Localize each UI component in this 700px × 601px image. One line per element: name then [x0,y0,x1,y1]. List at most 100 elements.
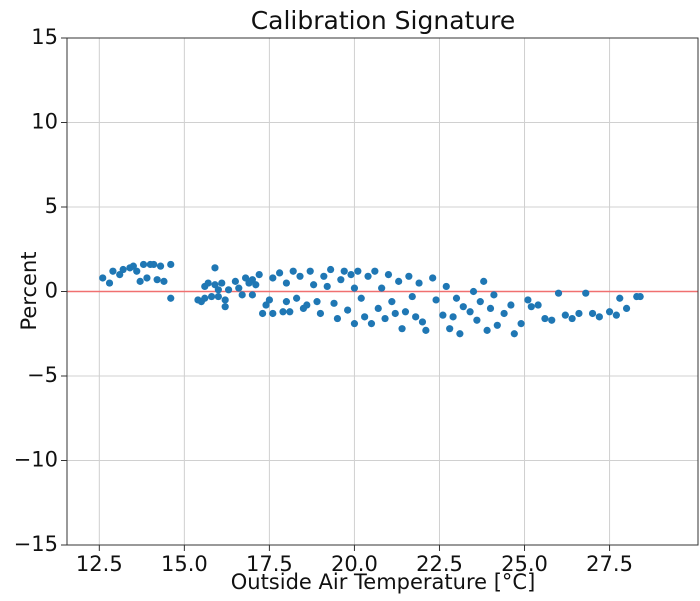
point [224,286,233,294]
point [269,309,277,318]
point [588,309,597,318]
point [500,309,508,318]
point [231,277,239,285]
point [320,272,328,280]
x-tick-label: 12.5 [76,552,123,576]
point [313,298,321,306]
point [429,274,437,282]
point [109,267,117,275]
point [133,267,141,275]
point [323,282,331,291]
y-tick-label: −15 [14,532,58,556]
point [418,318,427,326]
point [214,292,222,301]
point [415,279,423,287]
point [636,292,644,301]
point [395,277,403,285]
point [286,308,294,316]
point [354,267,362,275]
point [310,281,318,289]
point [306,267,314,275]
point [248,291,256,299]
point [150,260,158,269]
point [350,320,359,328]
point [218,279,226,287]
plot-frame [66,37,699,546]
point [466,308,474,316]
point [432,296,440,304]
point [476,298,484,306]
point [582,289,590,297]
point [507,301,515,309]
point [439,311,447,319]
point [401,308,410,316]
point [364,272,372,280]
point [548,316,556,324]
y-tick-label: 5 [45,194,58,218]
point [350,284,359,292]
point [486,304,495,312]
point [446,325,454,333]
point [167,260,175,269]
point [408,292,416,301]
point [575,309,583,318]
point [156,262,165,270]
point [105,279,114,287]
point [473,316,481,324]
point [167,294,175,302]
point [405,272,413,280]
point [269,274,277,282]
point [616,294,624,302]
point [248,276,256,284]
point [605,308,614,316]
x-tick-label: 27.5 [586,552,633,576]
chart-title: Calibration Signature [251,6,516,35]
point [214,286,222,294]
y-tick-label: 15 [31,25,58,49]
point [235,284,243,292]
point [459,303,467,311]
y-tick-label: −5 [27,363,58,387]
point [469,287,478,296]
point [136,277,144,285]
point [595,313,603,321]
point [449,313,457,321]
point [612,311,620,319]
point [316,309,325,318]
point [204,279,212,287]
point [422,326,430,334]
y-axis-label: Percent [17,251,41,330]
point [289,267,297,275]
point [129,262,137,270]
point [241,274,250,282]
point [211,281,219,289]
point [490,291,498,299]
point [568,314,576,323]
x-axis-label: Outside Air Temperature [°C] [231,570,536,594]
point [303,301,311,309]
point [480,277,488,285]
point [255,271,263,279]
y-tick-label: −10 [14,448,58,472]
point [282,298,291,306]
point [527,303,535,311]
point [282,279,291,287]
point [116,271,124,279]
point [381,314,389,323]
point [344,306,352,314]
point [327,265,335,274]
point [296,272,304,280]
point [160,277,168,285]
point [221,296,229,304]
point [391,309,399,318]
x-tick-label: 25.0 [501,552,548,576]
point [534,301,542,309]
point [384,271,393,279]
point [456,330,464,338]
point [139,260,148,269]
point [371,267,379,275]
point [510,330,518,338]
point [361,313,369,321]
